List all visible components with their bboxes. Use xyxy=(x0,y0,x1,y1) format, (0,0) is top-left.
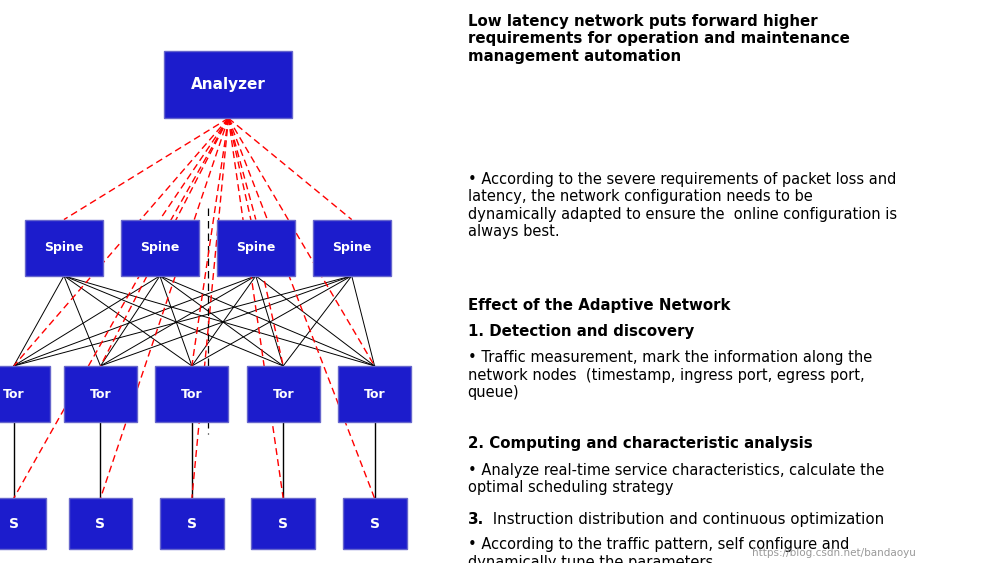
Text: Spine: Spine xyxy=(332,241,371,254)
FancyBboxPatch shape xyxy=(160,498,223,549)
Text: S: S xyxy=(187,517,197,530)
FancyBboxPatch shape xyxy=(338,366,411,422)
Text: S: S xyxy=(9,517,19,530)
FancyBboxPatch shape xyxy=(69,498,132,549)
FancyBboxPatch shape xyxy=(0,498,46,549)
FancyBboxPatch shape xyxy=(0,366,51,422)
Text: Spine: Spine xyxy=(236,241,275,254)
Text: S: S xyxy=(369,517,379,530)
Text: Tor: Tor xyxy=(89,387,111,401)
Text: • Traffic measurement, mark the information along the
network nodes  (timestamp,: • Traffic measurement, mark the informat… xyxy=(468,350,872,400)
FancyBboxPatch shape xyxy=(64,366,137,422)
Text: S: S xyxy=(278,517,288,530)
Text: Effect of the Adaptive Network: Effect of the Adaptive Network xyxy=(468,298,730,314)
Text: Tor: Tor xyxy=(272,387,294,401)
Text: Tor: Tor xyxy=(181,387,203,401)
Text: 1. Detection and discovery: 1. Detection and discovery xyxy=(468,324,694,339)
FancyBboxPatch shape xyxy=(343,498,406,549)
Text: Low latency network puts forward higher
requirements for operation and maintenan: Low latency network puts forward higher … xyxy=(468,14,849,64)
FancyBboxPatch shape xyxy=(217,220,295,276)
Text: 3.: 3. xyxy=(468,512,484,528)
Text: Tor: Tor xyxy=(363,387,385,401)
Text: Spine: Spine xyxy=(140,241,180,254)
Text: S: S xyxy=(95,517,105,530)
Text: • According to the traffic pattern, self configure and
dynamically tune the para: • According to the traffic pattern, self… xyxy=(468,537,849,563)
FancyBboxPatch shape xyxy=(25,220,103,276)
Text: Analyzer: Analyzer xyxy=(191,77,266,92)
Text: • Analyze real-time service characteristics, calculate the
optimal scheduling st: • Analyze real-time service characterist… xyxy=(468,463,884,495)
Text: Spine: Spine xyxy=(45,241,83,254)
Text: Instruction distribution and continuous optimization: Instruction distribution and continuous … xyxy=(488,512,884,528)
FancyBboxPatch shape xyxy=(121,220,199,276)
FancyBboxPatch shape xyxy=(155,366,228,422)
FancyBboxPatch shape xyxy=(165,51,292,118)
Text: https://blog.csdn.net/bandaoyu: https://blog.csdn.net/bandaoyu xyxy=(752,548,916,558)
FancyBboxPatch shape xyxy=(313,220,390,276)
Text: 2. Computing and characteristic analysis: 2. Computing and characteristic analysis xyxy=(468,436,812,452)
Text: Tor: Tor xyxy=(3,387,25,401)
FancyBboxPatch shape xyxy=(251,498,315,549)
FancyBboxPatch shape xyxy=(246,366,320,422)
Text: • According to the severe requirements of packet loss and
latency, the network c: • According to the severe requirements o… xyxy=(468,172,897,239)
